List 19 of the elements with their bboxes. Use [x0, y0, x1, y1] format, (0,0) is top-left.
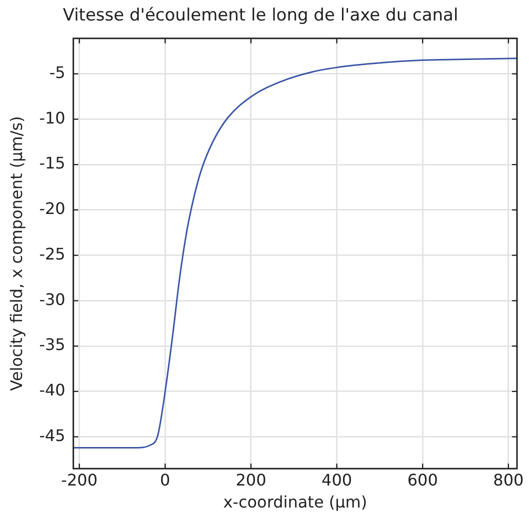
- chart-title: Vitesse d'écoulement le long de l'axe du canal: [62, 6, 458, 26]
- line-series: [73, 58, 517, 448]
- y-tick-label: -20: [39, 199, 66, 218]
- y-tick-label: -15: [39, 154, 66, 173]
- x-tick-label: -200: [61, 470, 98, 490]
- x-tick-label: 0: [160, 470, 170, 490]
- y-tick-label: -40: [39, 380, 66, 400]
- x-tick-label: 800: [493, 470, 524, 490]
- x-axis-title: x-coordinate (µm): [223, 492, 368, 512]
- x-tick-label: 600: [407, 470, 438, 490]
- y-tick-label: -5: [49, 62, 66, 82]
- y-tick-label: -35: [39, 335, 66, 354]
- y-axis-title: Velocity field, x component (µm/s): [6, 116, 26, 391]
- y-tick-label: -45: [39, 426, 66, 445]
- y-tick-label: -10: [39, 108, 66, 128]
- x-tick-label: 400: [322, 470, 352, 490]
- y-tick-label: -25: [39, 244, 66, 264]
- x-tick-label: 200: [236, 470, 266, 490]
- y-tick-label: -30: [39, 290, 66, 309]
